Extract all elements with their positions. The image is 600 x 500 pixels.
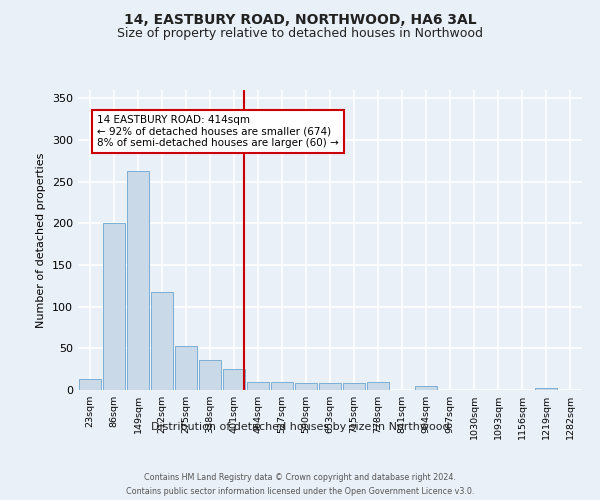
Bar (415, 386, 437, 390)
Bar (199, 360, 221, 390)
Text: Contains HM Land Registry data © Crown copyright and database right 2024.: Contains HM Land Registry data © Crown c… (144, 472, 456, 482)
Bar (127, 171, 149, 390)
Bar (535, 388, 557, 390)
Bar (271, 382, 293, 390)
Text: Contains public sector information licensed under the Open Government Licence v3: Contains public sector information licen… (126, 488, 474, 496)
Bar (295, 384, 317, 390)
Text: 14, EASTBURY ROAD, NORTHWOOD, HA6 3AL: 14, EASTBURY ROAD, NORTHWOOD, HA6 3AL (124, 12, 476, 26)
Bar (223, 369, 245, 390)
Bar (79, 379, 101, 390)
Bar (103, 224, 125, 390)
Bar (151, 292, 173, 390)
Bar (175, 346, 197, 390)
Bar (319, 384, 341, 390)
Text: Distribution of detached houses by size in Northwood: Distribution of detached houses by size … (151, 422, 449, 432)
Bar (367, 382, 389, 390)
Bar (343, 384, 365, 390)
Text: 14 EASTBURY ROAD: 414sqm
← 92% of detached houses are smaller (674)
8% of semi-d: 14 EASTBURY ROAD: 414sqm ← 92% of detach… (97, 115, 339, 148)
Text: Size of property relative to detached houses in Northwood: Size of property relative to detached ho… (117, 28, 483, 40)
Y-axis label: Number of detached properties: Number of detached properties (37, 152, 46, 328)
Bar (247, 382, 269, 390)
